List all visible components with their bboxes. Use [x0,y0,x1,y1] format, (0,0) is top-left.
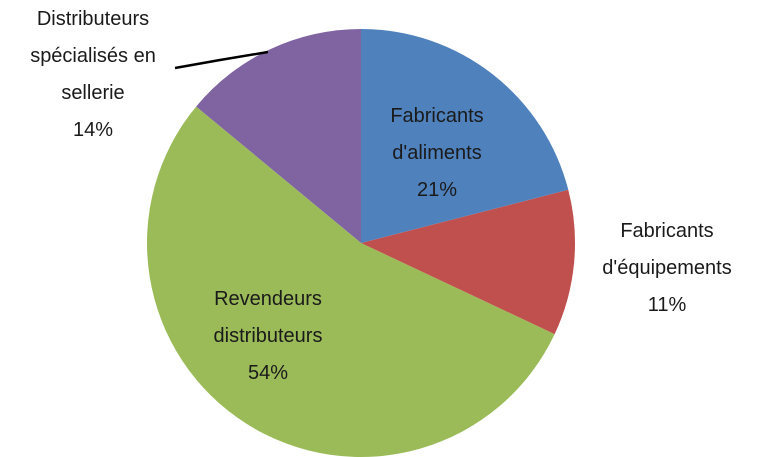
slice-label: Distributeurs spécialisés en sellerie 14% [3,1,183,149]
slice-label: Fabricants d'équipements 11% [582,213,752,324]
pie-slice [361,29,569,243]
pie-slice [147,106,555,457]
pie-slice [361,189,575,335]
slice-label: Revendeurs distributeurs 54% [183,281,353,392]
category-label: Fabricants d'équipements [602,220,732,279]
value-label: 54% [247,362,289,384]
value-label: 21% [416,179,458,201]
slice-label: Fabricants d'aliments 21% [362,98,512,209]
category-label: Distributeurs spécialisés en sellerie [30,8,156,104]
category-label: Revendeurs distributeurs [213,288,323,347]
value-label: 14% [72,119,114,141]
category-label: Fabricants d'aliments [390,105,484,164]
pie-slice [196,29,361,243]
leader-line [174,50,269,70]
value-label: 11% [647,294,687,316]
